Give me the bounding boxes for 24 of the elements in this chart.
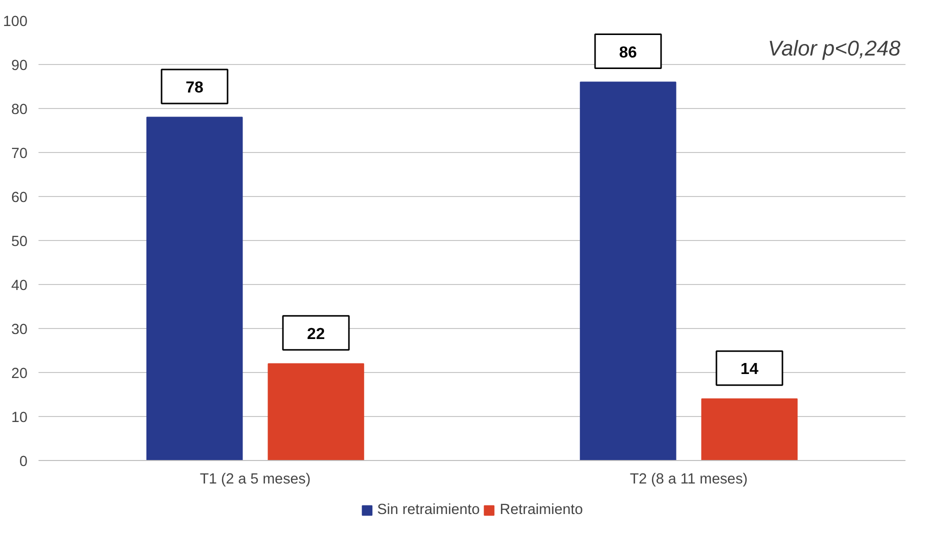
y-tick-label: 100 bbox=[3, 14, 28, 30]
x-tick-label: T1 (2 a 5 meses) bbox=[200, 472, 311, 488]
y-tick-label: 90 bbox=[11, 58, 28, 74]
bar bbox=[580, 82, 676, 460]
data-label: 22 bbox=[307, 326, 325, 343]
y-tick-label: 40 bbox=[11, 278, 28, 294]
y-tick-label: 10 bbox=[11, 410, 28, 426]
annotation: Valor p<0,248 bbox=[768, 36, 901, 60]
bar bbox=[268, 363, 364, 460]
y-tick-label: 20 bbox=[11, 366, 28, 382]
data-label: 78 bbox=[186, 80, 204, 96]
data-label: 86 bbox=[619, 44, 638, 62]
y-tick-label: 60 bbox=[11, 190, 28, 206]
y-tick-label: 70 bbox=[11, 146, 28, 162]
legend-label: Sin retraimiento bbox=[377, 502, 480, 518]
x-tick-label: T2 (8 a 11 meses) bbox=[630, 472, 748, 488]
y-tick-label: 80 bbox=[11, 102, 28, 118]
bar bbox=[146, 116, 243, 460]
y-tick-label: 30 bbox=[11, 322, 28, 338]
y-tick-label: 0 bbox=[19, 454, 28, 470]
bar bbox=[701, 398, 798, 460]
data-label: 14 bbox=[740, 361, 758, 378]
legend-label: Retraimiento bbox=[500, 502, 583, 518]
y-tick-label: 50 bbox=[11, 234, 28, 250]
